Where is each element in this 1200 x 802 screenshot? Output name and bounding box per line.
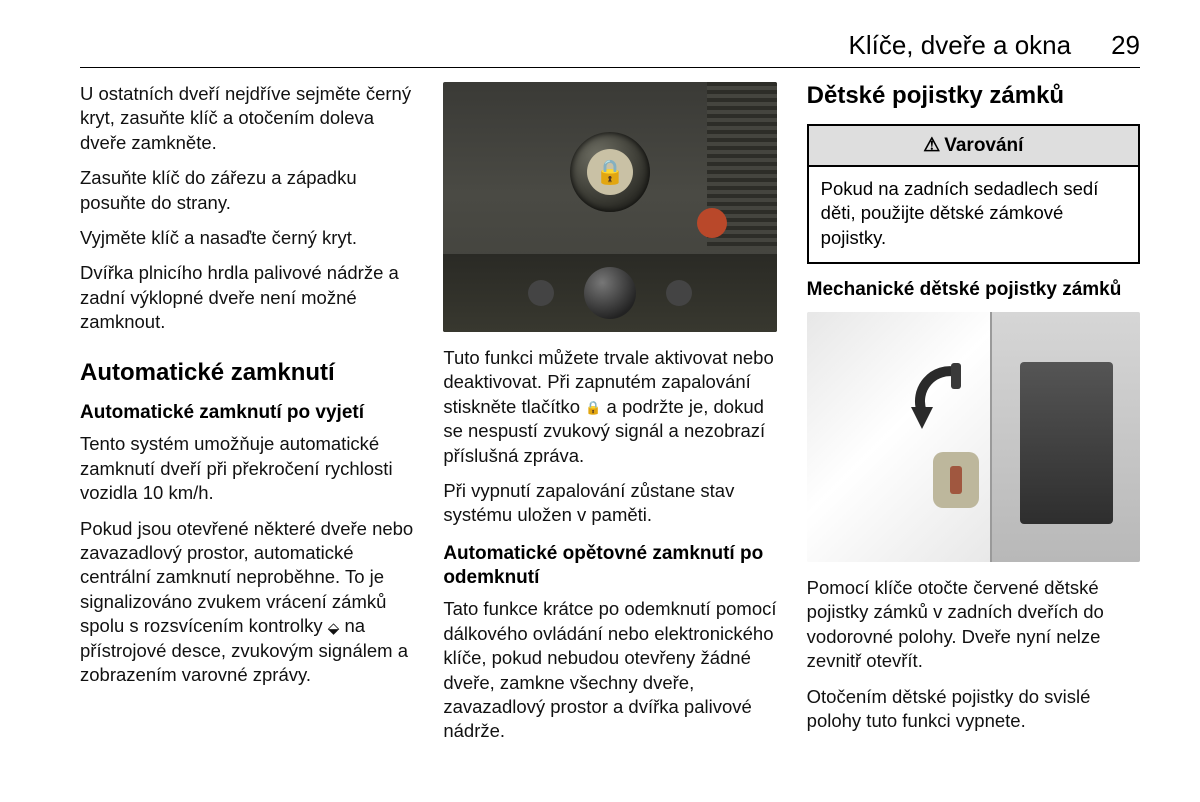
door-open-indicator-icon: ⬙ [328, 620, 340, 637]
col2-para-3: Tato funkce krátce po odemknutí pomocí d… [443, 597, 776, 743]
col2-para-2: Při vypnutí zapalování zůstane stav syst… [443, 479, 776, 528]
col1-para-3: Vyjměte klíč a nasaďte černý kryt. [80, 226, 413, 250]
header-title: Klíče, dveře a okna [849, 30, 1072, 61]
col2-para-1: Tuto funkci můžete trvale aktivovat nebo… [443, 346, 776, 468]
hazard-button-graphic [697, 208, 727, 238]
dashboard-lock-button-figure: 🔒 [443, 82, 776, 332]
dash-lower-panel [443, 254, 776, 332]
col3-subheading-mechanical: Mechanické dětské pojistky zámků [807, 278, 1140, 302]
col1-para-5: Tento systém umožňuje automatické zamknu… [80, 432, 413, 505]
col1-para-6: Pokud jsou otevřené některé dveře nebo z… [80, 517, 413, 688]
rotate-arrow-icon [907, 357, 977, 447]
column-1: U ostatních dveří nejdříve sejměte černý… [80, 82, 413, 755]
col1-heading-auto-lock: Automatické zamknutí [80, 359, 413, 387]
col1-para-2: Zasuňte klíč do zářezu a západku posuňte… [80, 166, 413, 215]
child-lock-slot-graphic [933, 452, 979, 508]
col2-subheading-relock: Automatické opětovné zamknutí po odemknu… [443, 542, 776, 590]
warning-box: ⚠Varování Pokud na zadních sedadlech sed… [807, 124, 1140, 264]
page-header: Klíče, dveře a okna 29 [80, 30, 1140, 68]
column-2: 🔒 Tuto funkci můžete trvale aktivovat ne… [443, 82, 776, 755]
child-lock-red-switch [950, 466, 962, 494]
col1-para-4: Dvířka plnicího hrdla palivové nádrže a … [80, 261, 413, 334]
child-lock-door-figure [807, 312, 1140, 562]
lock-button-icon: 🔒 [585, 400, 601, 415]
warning-title: ⚠Varování [809, 126, 1138, 167]
content-columns: U ostatních dveří nejdříve sejměte černý… [80, 82, 1140, 755]
col3-heading-child-locks: Dětské pojistky zámků [807, 82, 1140, 110]
central-lock-button-graphic: 🔒 [570, 132, 650, 212]
column-3: Dětské pojistky zámků ⚠Varování Pokud na… [807, 82, 1140, 755]
warning-body: Pokud na zadních sedadlech sedí děti, po… [809, 167, 1138, 262]
door-panel-graphic [1020, 362, 1113, 525]
warning-title-text: Varování [944, 135, 1023, 156]
warning-triangle-icon: ⚠ [923, 135, 940, 156]
col3-para-2: Otočením dětské pojistky do svislé poloh… [807, 685, 1140, 734]
header-page-number: 29 [1111, 30, 1140, 61]
dash-knob [584, 267, 636, 319]
dash-small-button [528, 280, 554, 306]
col3-para-1: Pomocí klíče otočte červené dětské pojis… [807, 576, 1140, 674]
dash-small-button [666, 280, 692, 306]
lock-icon: 🔒 [587, 149, 633, 195]
col1-para-1: U ostatních dveří nejdříve sejměte černý… [80, 82, 413, 155]
col1-subheading-drive-lock: Automatické zamknutí po vyjetí [80, 401, 413, 425]
